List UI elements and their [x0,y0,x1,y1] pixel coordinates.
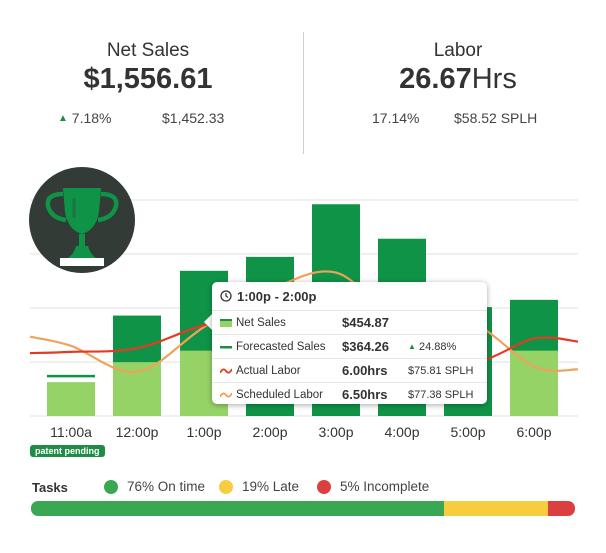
x-tick: 5:00p [450,424,486,440]
tooltip-label: Actual Labor [236,364,301,377]
actual-labor-swatch-icon [220,368,232,373]
chart-tooltip: 1:00p - 2:00p Net Sales $454.87 Forecast… [212,282,487,404]
net-sales-bar [47,382,95,416]
tooltip-extra: $75.81 SPLH [408,364,474,377]
tooltip-header: 1:00p - 2:00p [212,282,487,311]
tooltip-row-forecasted-sales: Forecasted Sales $364.26 ▲ 24.88% [212,335,487,359]
up-triangle-icon: ▲ [408,341,416,351]
net-sales-change-value: 7.18% [71,110,112,126]
incomplete-dot-icon [317,479,331,494]
tooltip-value: $364.26 [342,339,389,354]
tooltip-row-scheduled-labor: Scheduled Labor 6.50hrs $77.38 SPLH [212,383,487,406]
x-tick: 2:00p [252,424,288,440]
on-time-dot-icon [104,479,118,494]
scheduled-labor-line [29,270,579,374]
labor-unit: Hrs [471,63,517,95]
tasks-bar-segment [547,501,575,516]
tasks-legend-label: 76% On time [127,479,206,494]
tooltip-extra: ▲ 24.88% [408,341,456,353]
kpi-divider [303,32,304,154]
tooltip-value: 6.00hrs [342,363,388,378]
x-tick: 6:00p [516,424,552,440]
net-sales-comparison: $1,452.33 [162,110,225,126]
x-tick: 1:00p [186,424,222,440]
x-tick: 4:00p [384,424,420,440]
tooltip-extra-value: 24.88% [418,340,457,353]
tasks-legend-late: 19% Late [219,479,299,494]
tasks-legend-on-time: 76% On time [104,479,205,494]
trophy-icon [29,167,135,273]
tooltip-row-net-sales: Net Sales $454.87 [212,311,487,335]
tooltip-value: $454.87 [342,315,389,330]
late-dot-icon [219,479,233,494]
clock-icon [220,290,232,302]
tooltip-row-actual-labor: Actual Labor 6.00hrs $75.81 SPLH [212,359,487,383]
tasks-progress-bar [31,501,575,516]
labor-value: 26.67Hrs [358,63,558,96]
tasks-label: Tasks [32,480,68,495]
scheduled-labor-swatch-icon [220,392,232,397]
tooltip-label: Forecasted Sales [236,340,326,353]
tasks-bar-segment [444,501,548,516]
tasks-legend-label: 19% Late [242,479,300,494]
patent-pending-badge: patent pending [30,445,105,457]
tasks-bar-segment [31,501,445,516]
x-tick: 11:00a [50,424,92,440]
labor-splh: $58.52 SPLH [454,110,538,126]
net-sales-title: Net Sales [106,40,190,61]
tasks-legend-label: 5% Incomplete [340,479,430,494]
tooltip-arrow [204,314,212,330]
tasks-legend-incomplete: 5% Incomplete [317,479,429,494]
net-sales-value: $1,556.61 [83,63,213,95]
x-tick: 12:00p [115,424,159,440]
forecast-swatch-icon [220,345,232,348]
tooltip-value: 6.50hrs [342,387,388,402]
net-sales-swatch-icon [220,318,232,327]
net-sales-change: ▲ 7.18% [58,110,112,126]
up-triangle-icon: ▲ [58,113,68,124]
x-tick: 3:00p [318,424,354,440]
labor-title: Labor [433,40,483,61]
tooltip-time: 1:00p - 2:00p [237,288,317,304]
tooltip-label: Scheduled Labor [236,388,323,401]
tooltip-extra: $77.38 SPLH [408,388,474,401]
labor-hours: 26.67 [399,63,472,95]
forecast-marker [47,374,95,378]
tooltip-label: Net Sales [236,316,286,329]
labor-percent: 17.14% [372,110,420,126]
net-sales-bar [510,350,558,416]
